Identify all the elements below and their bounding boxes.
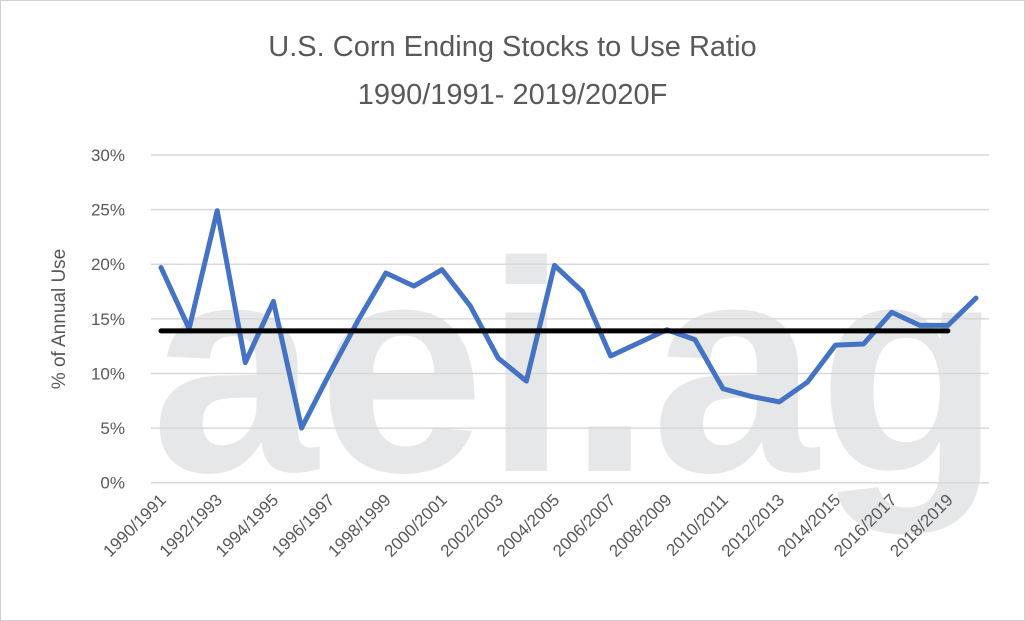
y-tick-label: 25% xyxy=(91,201,125,220)
y-tick-label: 20% xyxy=(91,255,125,274)
chart-title: U.S. Corn Ending Stocks to Use Ratio xyxy=(268,31,757,63)
watermark: aei.ag xyxy=(151,199,1002,537)
y-tick-label: 10% xyxy=(91,364,125,383)
y-tick-label: 0% xyxy=(100,474,125,493)
y-axis-label: % of Annual Use xyxy=(49,249,70,389)
stocks-to-use-line xyxy=(158,208,979,431)
chart-subtitle: 1990/1991- 2019/2020F xyxy=(357,79,668,111)
y-tick-label: 15% xyxy=(91,310,125,329)
y-tick-label: 5% xyxy=(100,419,125,438)
y-tick-label: 30% xyxy=(91,146,125,165)
